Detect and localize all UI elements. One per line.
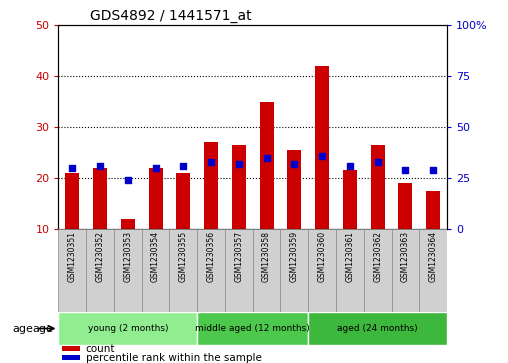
Bar — [176, 173, 190, 229]
Text: middle aged (12 months): middle aged (12 months) — [196, 324, 310, 333]
Bar — [371, 145, 385, 229]
Bar — [66, 173, 79, 229]
Point — [401, 167, 409, 173]
Point — [207, 159, 215, 164]
FancyBboxPatch shape — [280, 229, 308, 312]
Text: GSM1230363: GSM1230363 — [401, 231, 410, 282]
Point — [151, 165, 160, 171]
Point — [318, 152, 326, 158]
Bar — [204, 142, 218, 229]
Bar — [62, 346, 80, 351]
Text: GSM1230360: GSM1230360 — [318, 231, 327, 282]
FancyBboxPatch shape — [364, 229, 392, 312]
FancyBboxPatch shape — [58, 229, 86, 312]
Point — [235, 161, 243, 167]
Text: GSM1230353: GSM1230353 — [123, 231, 132, 282]
Bar — [398, 183, 412, 229]
Text: GSM1230354: GSM1230354 — [151, 231, 160, 282]
Text: count: count — [86, 344, 115, 354]
FancyBboxPatch shape — [197, 312, 308, 345]
Text: aged (24 months): aged (24 months) — [337, 324, 418, 333]
Point — [68, 165, 76, 171]
Text: age: age — [33, 323, 53, 334]
Text: GSM1230352: GSM1230352 — [96, 231, 105, 282]
Bar — [343, 170, 357, 229]
Bar — [426, 191, 440, 229]
Bar — [315, 66, 329, 229]
Text: GSM1230364: GSM1230364 — [429, 231, 438, 282]
Bar — [121, 219, 135, 229]
FancyBboxPatch shape — [114, 229, 142, 312]
Point — [263, 155, 271, 160]
Bar — [62, 355, 80, 360]
Text: GSM1230357: GSM1230357 — [234, 231, 243, 282]
FancyBboxPatch shape — [225, 229, 253, 312]
FancyBboxPatch shape — [58, 312, 197, 345]
Point — [124, 177, 132, 183]
Text: GSM1230358: GSM1230358 — [262, 231, 271, 282]
Bar — [93, 168, 107, 229]
FancyBboxPatch shape — [170, 229, 197, 312]
Bar — [260, 102, 273, 229]
Text: age: age — [13, 323, 34, 334]
Point — [179, 163, 187, 168]
FancyBboxPatch shape — [142, 229, 170, 312]
FancyBboxPatch shape — [419, 229, 447, 312]
Bar — [232, 145, 246, 229]
Text: GSM1230356: GSM1230356 — [207, 231, 215, 282]
Text: GSM1230351: GSM1230351 — [68, 231, 77, 282]
FancyBboxPatch shape — [308, 229, 336, 312]
Point — [373, 159, 382, 164]
Text: GSM1230362: GSM1230362 — [373, 231, 382, 282]
Point — [429, 167, 437, 173]
FancyBboxPatch shape — [86, 229, 114, 312]
Text: young (2 months): young (2 months) — [87, 324, 168, 333]
FancyBboxPatch shape — [308, 312, 447, 345]
FancyBboxPatch shape — [336, 229, 364, 312]
FancyBboxPatch shape — [392, 229, 419, 312]
Text: GSM1230359: GSM1230359 — [290, 231, 299, 282]
Point — [346, 163, 354, 168]
Bar — [149, 168, 163, 229]
Text: GSM1230361: GSM1230361 — [345, 231, 355, 282]
Text: GSM1230355: GSM1230355 — [179, 231, 188, 282]
FancyBboxPatch shape — [253, 229, 280, 312]
FancyBboxPatch shape — [197, 229, 225, 312]
Text: GDS4892 / 1441571_at: GDS4892 / 1441571_at — [89, 9, 251, 23]
Bar — [288, 150, 301, 229]
Point — [96, 163, 104, 168]
Point — [290, 161, 298, 167]
Text: percentile rank within the sample: percentile rank within the sample — [86, 353, 262, 363]
